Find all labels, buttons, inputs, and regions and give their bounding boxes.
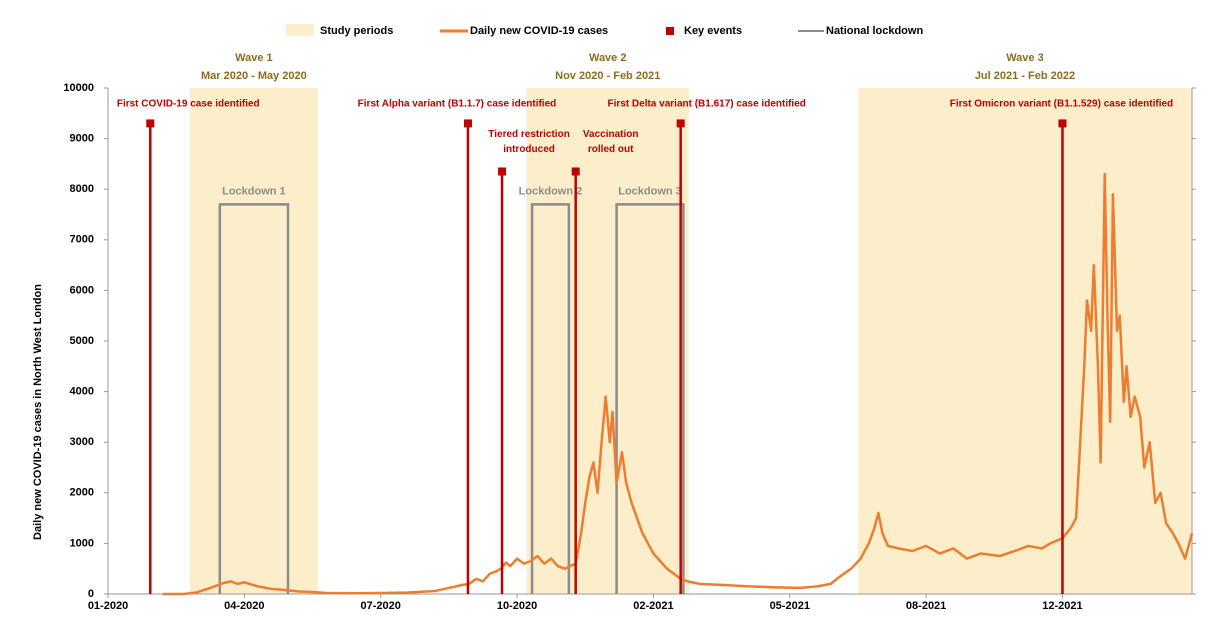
y-tick-label: 7000	[70, 234, 94, 246]
x-tick-label: 12-2021	[1042, 600, 1082, 612]
x-tick-label: 05-2021	[770, 600, 810, 612]
x-tick-label: 08-2021	[906, 600, 946, 612]
event-marker	[463, 119, 472, 128]
y-tick-label: 8000	[70, 183, 94, 195]
y-tick-label: 1000	[70, 537, 94, 549]
event-label: First Alpha variant (B1.1.7) case identi…	[358, 99, 557, 110]
x-tick-label: 04-2020	[224, 600, 264, 612]
event-marker	[498, 167, 507, 176]
event-label: First Omicron variant (B1.1.529) case id…	[950, 99, 1173, 110]
y-axis-title: Daily new COVID-19 cases in North West L…	[32, 284, 44, 540]
x-tick-label: 02-2021	[633, 600, 673, 612]
event-marker	[676, 119, 685, 128]
event-marker	[1058, 119, 1067, 128]
legend-label: National lockdown	[826, 25, 923, 37]
y-tick-label: 9000	[70, 133, 94, 145]
lockdown-label: Lockdown 1	[222, 185, 286, 197]
lockdown	[615, 203, 685, 594]
event-label: rolled out	[588, 144, 634, 155]
event-label: First COVID-19 case identified	[117, 99, 260, 110]
study-period	[526, 88, 689, 594]
y-tick-label: 10000	[63, 82, 94, 94]
event-label: First Delta variant (B1.617) case identi…	[607, 99, 805, 110]
event-label: Tiered restriction	[488, 129, 570, 140]
event-marker	[571, 167, 580, 176]
study-period	[857, 88, 1192, 594]
period-subtitle: Mar 2020 - May 2020	[201, 70, 307, 82]
y-tick-label: 4000	[70, 386, 94, 398]
period-subtitle: Jul 2021 - Feb 2022	[975, 70, 1075, 82]
lockdown	[218, 203, 290, 594]
lockdown	[530, 203, 571, 594]
period-title: Wave 2	[589, 52, 627, 64]
legend-label: Study periods	[320, 25, 393, 37]
y-tick-label: 6000	[70, 284, 94, 296]
y-tick-label: 2000	[70, 487, 94, 499]
study-period	[189, 88, 318, 594]
lockdown-label: Lockdown 2	[519, 185, 583, 197]
y-tick-label: 5000	[70, 335, 94, 347]
y-tick-label: 3000	[70, 436, 94, 448]
legend-swatch	[286, 24, 314, 36]
y-tick-label: 0	[88, 588, 94, 600]
x-tick-label: 01-2020	[88, 600, 128, 612]
legend-swatch	[666, 27, 674, 35]
event-label: introduced	[503, 144, 555, 155]
legend-label: Daily new COVID-19 cases	[470, 25, 608, 37]
period-subtitle: Nov 2020 - Feb 2021	[555, 70, 660, 82]
period-title: Wave 3	[1006, 52, 1044, 64]
period-title: Wave 1	[235, 52, 273, 64]
x-tick-label: 07-2020	[361, 600, 401, 612]
legend: Study periods Daily new COVID-19 cases K…	[286, 24, 923, 37]
x-tick-label: 10-2020	[497, 600, 537, 612]
event-marker	[146, 119, 155, 128]
event-label: Vaccination	[583, 129, 639, 140]
lockdown-label: Lockdown 3	[618, 185, 682, 197]
legend-label: Key events	[684, 25, 742, 37]
